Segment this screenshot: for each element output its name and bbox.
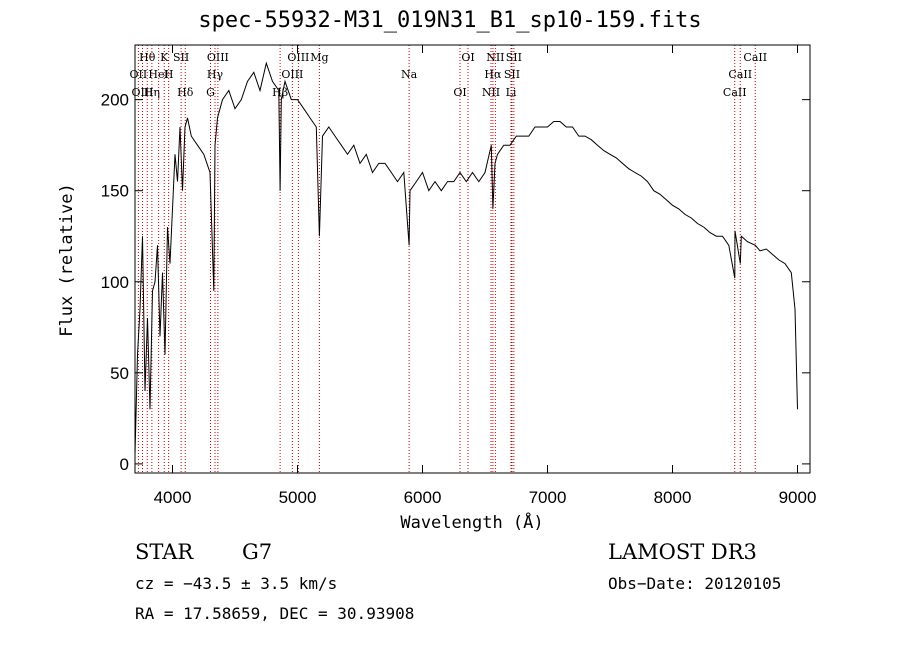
line-label: Hβ [272, 86, 288, 99]
line-label: Hη [144, 86, 160, 99]
line-label: CaII [723, 86, 747, 99]
line-label: SII [173, 51, 189, 64]
line-label: SII [504, 68, 520, 81]
redshift-cz: cz = −43.5 ± 3.5 km/s [135, 574, 338, 593]
x-tick-label: 4000 [154, 488, 192, 507]
line-label: NII [486, 51, 504, 64]
line-label: SII [506, 51, 522, 64]
line-label: NII [482, 86, 500, 99]
x-tick-label: 9000 [779, 488, 817, 507]
y-axis-label: Flux (relative) [57, 183, 77, 337]
line-label: Hδ [177, 86, 194, 99]
line-label: CaII [743, 51, 767, 64]
line-label: Hα [484, 68, 502, 81]
line-label: Hθ [139, 51, 156, 64]
line-label: CaII [728, 68, 752, 81]
y-tick-label: 200 [101, 91, 129, 110]
line-label: HeI [148, 68, 168, 81]
x-tick-label: 5000 [279, 488, 317, 507]
line-label: OI [461, 51, 474, 64]
chart-title: spec-55932-M31_019N31_B1_sp10-159.fits [198, 8, 702, 33]
x-tick-label: 8000 [654, 488, 692, 507]
line-label: Na [401, 68, 418, 81]
emission-line-markers [137, 45, 756, 473]
survey-name: LAMOST DR3 [608, 540, 757, 564]
plot-frame [134, 44, 811, 474]
observation-date: Obs−Date: 20120105 [608, 574, 782, 593]
line-label: Li [506, 86, 517, 99]
line-label: H [164, 68, 174, 81]
line-labels: Hθ OII OIII K HeI Hη SII HHδ OIII Hγ G OIII OIII Hβ Mg… [130, 51, 768, 99]
y-axis-ticks: 0 50 100 150 200 [101, 91, 810, 474]
line-label: Hγ [207, 68, 224, 81]
line-label: Mg [310, 51, 328, 64]
line-label: K [160, 51, 169, 64]
line-label: G [206, 86, 215, 99]
line-label: OIII [131, 86, 153, 99]
y-tick-label: 100 [101, 273, 129, 292]
x-tick-label: 7000 [529, 488, 567, 507]
coordinates: RA = 17.58659, DEC = 30.93908 [135, 604, 415, 623]
y-tick-label: 150 [101, 182, 129, 201]
x-axis-ticks: 4000 5000 6000 7000 8000 9000 [154, 45, 817, 507]
y-tick-label: 0 [120, 455, 129, 474]
y-tick-label: 50 [110, 364, 129, 383]
line-label: OII [130, 68, 148, 81]
line-label: OI [453, 86, 466, 99]
object-subclass: G7 [242, 540, 273, 564]
spectrum-line [134, 61, 798, 455]
object-class: STAR [135, 540, 194, 564]
x-axis-label: Wavelength (Å) [400, 511, 543, 533]
x-tick-label: 6000 [404, 488, 442, 507]
line-label: OIII [281, 68, 303, 81]
line-label: OIII [207, 51, 229, 64]
line-label: OIII [287, 51, 309, 64]
